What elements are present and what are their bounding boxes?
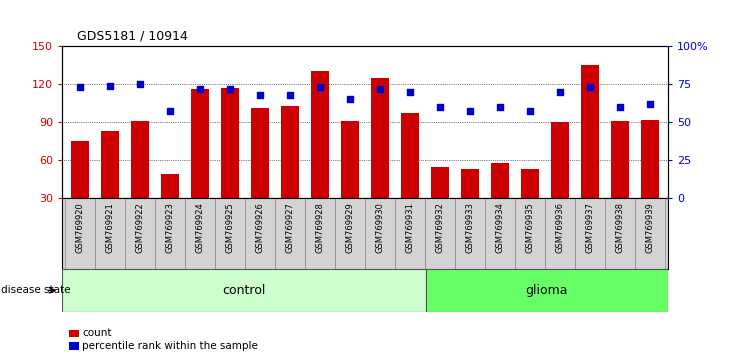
Bar [155,198,185,269]
Bar [335,198,365,269]
Bar [605,198,635,269]
Text: GSM769931: GSM769931 [405,202,415,253]
Text: GSM769933: GSM769933 [466,202,474,253]
Bar [641,120,659,236]
Bar [245,198,275,269]
Point [434,104,446,110]
Point [344,96,356,102]
Point [644,101,656,107]
Bar [455,198,485,269]
Point [314,84,326,90]
Text: GDS5181 / 10914: GDS5181 / 10914 [77,29,188,42]
Bar [425,198,455,269]
Bar [545,198,575,269]
Bar [521,169,539,236]
Bar [611,121,629,236]
Point [524,109,536,114]
Text: GSM769921: GSM769921 [106,202,115,252]
Bar [311,72,329,236]
Point [254,92,266,98]
Point [164,109,176,114]
Point [614,104,626,110]
Bar [215,198,245,269]
Point [134,81,146,87]
Text: GSM769936: GSM769936 [556,202,564,253]
Text: GSM769922: GSM769922 [136,202,145,252]
Text: disease state: disease state [1,285,71,295]
Bar [575,198,605,269]
Bar [62,269,426,312]
Point [404,89,416,95]
Bar [191,89,209,236]
Point [494,104,506,110]
Bar [305,198,335,269]
Bar [101,131,119,236]
Bar [485,198,515,269]
Bar [491,163,509,236]
Text: GSM769939: GSM769939 [645,202,655,253]
Bar [551,122,569,236]
Text: GSM769925: GSM769925 [226,202,234,252]
Point [194,86,206,91]
Bar [71,141,89,236]
Bar [95,198,125,269]
Bar [125,198,155,269]
Text: GSM769930: GSM769930 [375,202,385,253]
Text: GSM769927: GSM769927 [285,202,294,253]
Bar [131,121,149,236]
Bar [461,169,479,236]
Point [224,86,236,91]
Text: GSM769926: GSM769926 [255,202,264,253]
Text: GSM769937: GSM769937 [585,202,594,253]
Bar [581,65,599,236]
Point [74,84,86,90]
Bar [161,174,179,236]
Point [374,86,386,91]
Bar [635,198,665,269]
Bar [431,166,449,236]
Bar [371,78,389,236]
Text: GSM769920: GSM769920 [75,202,85,252]
Text: GSM769934: GSM769934 [496,202,504,253]
Text: GSM769935: GSM769935 [526,202,534,253]
Text: control: control [222,284,266,297]
Bar [426,269,668,312]
Point [284,92,296,98]
Bar [515,198,545,269]
Text: GSM769923: GSM769923 [166,202,174,253]
Text: GSM769932: GSM769932 [436,202,445,253]
Text: glioma: glioma [526,284,568,297]
Text: percentile rank within the sample: percentile rank within the sample [82,341,258,351]
Text: GSM769929: GSM769929 [345,202,355,252]
Bar [275,198,305,269]
Bar [341,121,359,236]
Bar [395,198,425,269]
Bar [65,198,95,269]
Text: count: count [82,329,112,338]
Text: GSM769938: GSM769938 [615,202,624,253]
Point [104,83,116,88]
Bar [365,198,395,269]
Text: GSM769924: GSM769924 [196,202,204,252]
Bar [281,105,299,236]
Bar [185,198,215,269]
Point [584,84,596,90]
Text: GSM769928: GSM769928 [315,202,325,253]
Bar [251,108,269,236]
Point [554,89,566,95]
Bar [221,88,239,236]
Bar [401,113,419,236]
Point [464,109,476,114]
